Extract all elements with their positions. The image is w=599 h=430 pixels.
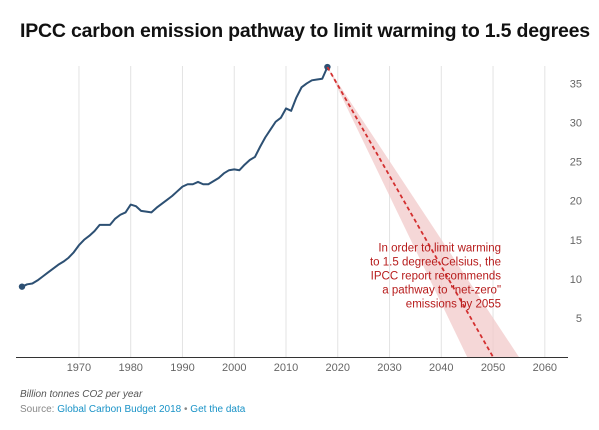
unit-note: Billion tonnes CO2 per year <box>20 389 143 400</box>
x-tick-label: 1970 <box>67 362 91 374</box>
x-tick-label: 2040 <box>429 362 453 374</box>
annotation-layer: In order to limit warming to 1.5 degree C… <box>370 242 501 310</box>
x-tick-label: 2020 <box>326 362 350 374</box>
endpoint-marker-1959 <box>18 283 26 290</box>
x-tick-label: 1980 <box>118 362 142 374</box>
source-line: Source: Global Carbon Budget 2018 • Get … <box>20 404 245 415</box>
x-tick-label: 2010 <box>274 362 298 374</box>
source-separator: • <box>181 404 191 415</box>
y-tick-label: 25 <box>570 157 582 169</box>
y-tick-label: 15 <box>570 235 582 247</box>
x-tick-label: 2050 <box>481 362 505 374</box>
vertical-gridlines <box>78 66 546 357</box>
x-tick-label: 2060 <box>533 362 557 374</box>
source-prefix: Source: <box>20 404 58 415</box>
pathway-uncertainty-band <box>327 67 519 357</box>
source-link[interactable]: Global Carbon Budget 2018 <box>57 404 182 415</box>
annotation-line: to 1.5 degree Celsius, the <box>370 256 501 268</box>
y-tick-label: 10 <box>570 274 582 286</box>
x-tick-label: 2000 <box>222 362 246 374</box>
historic-emissions-line <box>21 66 329 288</box>
annotation-line: emissions by 2055 <box>406 298 501 310</box>
x-axis: 1970 1980 1990 2000 2010 2020 2030 2040 2050 2060 <box>16 357 568 374</box>
y-tick-label: 20 <box>570 196 582 208</box>
x-tick-label: 2030 <box>377 362 401 374</box>
y-tick-label: 35 <box>570 78 582 90</box>
y-axis: 5 10 15 20 25 30 35 <box>570 78 582 324</box>
get-data-link[interactable]: Get the data <box>190 404 246 415</box>
chart-title: IPCC carbon emission pathway to limit wa… <box>20 20 590 42</box>
y-tick-label: 30 <box>570 118 582 130</box>
annotation-line: In order to limit warming <box>378 242 501 254</box>
pathway-band-layer <box>327 67 519 357</box>
y-tick-label: 5 <box>576 313 582 325</box>
series-layer <box>18 63 494 358</box>
annotation-line: a pathway to "net-zero" <box>382 284 501 296</box>
x-tick-label: 1990 <box>170 362 194 374</box>
annotation-line: IPCC report recommends <box>371 270 502 282</box>
